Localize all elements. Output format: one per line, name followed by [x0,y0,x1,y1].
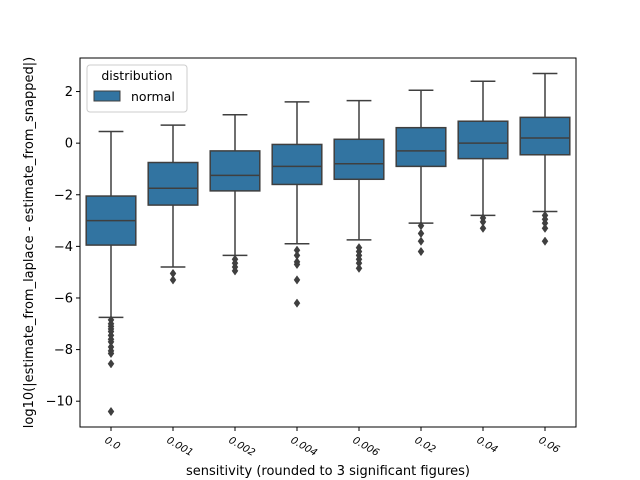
y-tick-label: −6 [54,291,73,306]
box-group-0.04 [457,80,509,233]
outlier-point [169,275,177,285]
legend-swatch-normal [93,90,121,102]
y-tick-label: 2 [65,85,73,100]
axes-frame [79,57,577,428]
legend: distribution normal [86,64,188,113]
y-axis-ticks: 2 0 −2 −4 −6 −8 −10 [46,85,80,410]
box-group-0.006 [333,99,385,273]
y-tick-label: −8 [54,343,73,358]
y-tick-label: −10 [46,395,73,410]
outlier-point [293,298,301,308]
outlier-point [541,223,549,233]
y-tick-label: −4 [54,240,73,255]
box-group-0.002 [209,114,261,276]
box-group-0.004 [271,101,323,308]
box-iqr [209,150,261,192]
outlier-point [293,275,301,285]
box-iqr [395,126,447,168]
x-axis-label: sensitivity (rounded to 3 significant fi… [186,464,470,479]
legend-title: distribution [101,68,172,83]
outlier-point [479,223,487,233]
outlier-point [107,406,115,417]
plot-area [85,72,571,417]
outlier-point [293,259,301,270]
outlier-point [231,266,239,276]
box-iqr [457,120,509,160]
outlier-point [417,246,425,257]
y-tick-label: 0 [65,137,73,152]
box-iqr [519,116,571,156]
y-axis-label: log10(|estimate_from_laplace - estimate_… [22,57,37,428]
box-group-0.001 [147,124,199,285]
outlier-point [541,236,549,246]
box-iqr [271,143,323,186]
box-iqr [333,138,385,181]
outlier-point [417,236,425,246]
box-group-0.0 [85,130,137,417]
outlier-point [107,348,115,359]
box-iqr [147,161,199,206]
legend-entry-normal: normal [131,89,175,104]
outlier-point [355,263,363,273]
box-group-0.06 [519,72,571,246]
outlier-point [107,359,115,369]
y-tick-label: −2 [54,188,73,203]
box-group-0.02 [395,89,447,257]
